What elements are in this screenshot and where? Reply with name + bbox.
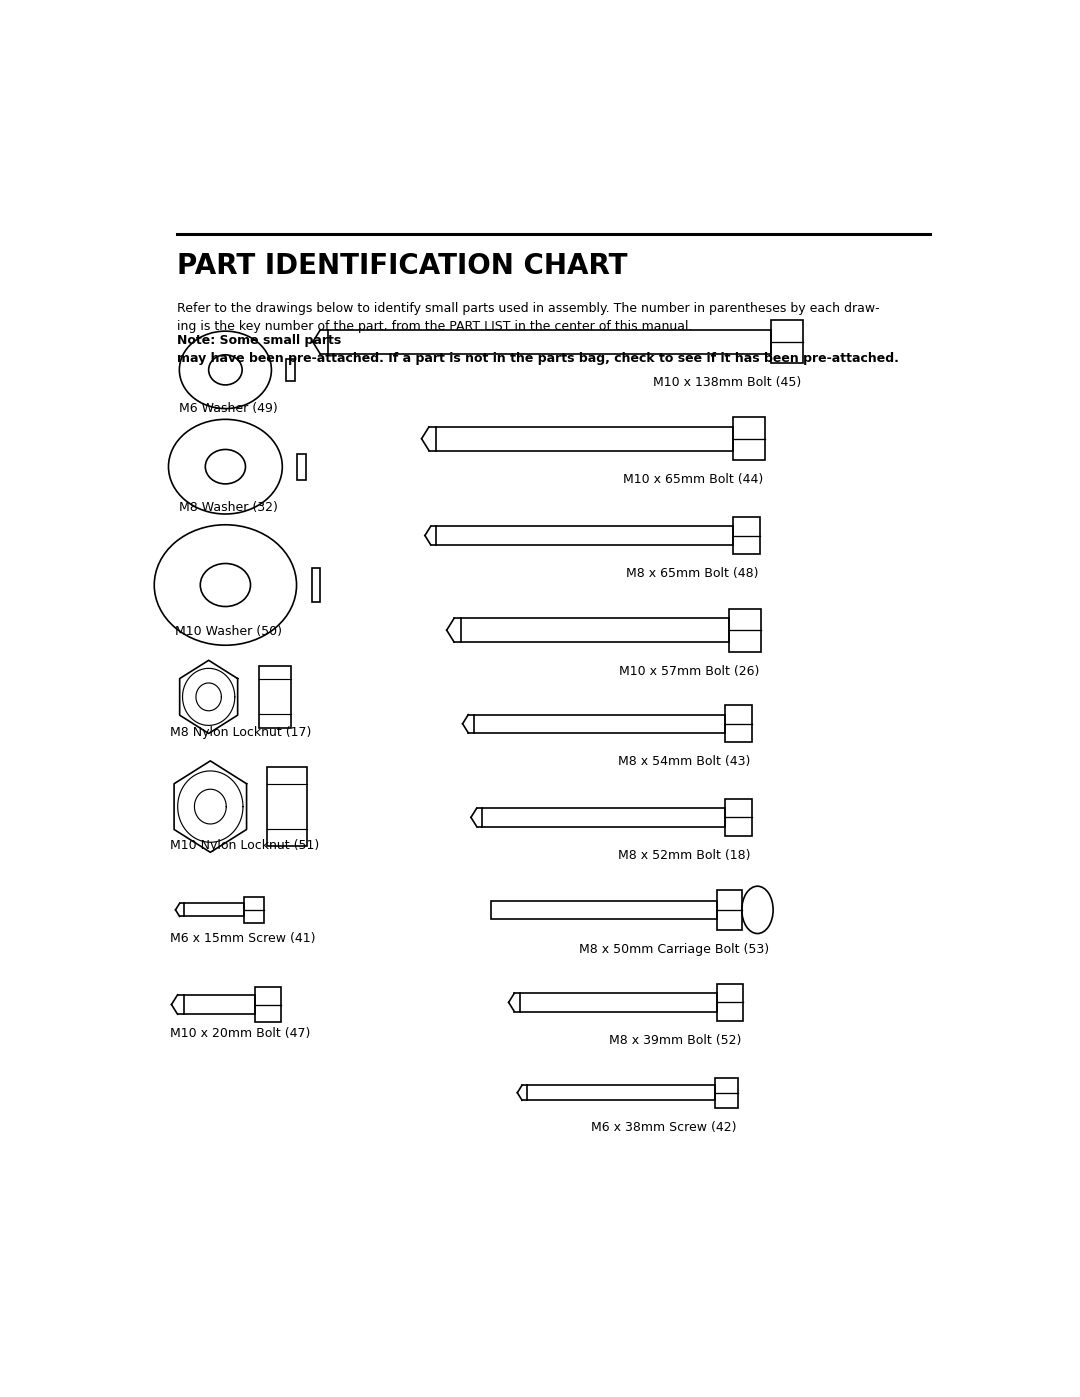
Bar — [527, 1085, 715, 1101]
Text: M8 Washer (32): M8 Washer (32) — [178, 502, 278, 514]
Bar — [521, 993, 717, 1011]
Text: PART IDENTIFICATION CHART: PART IDENTIFICATION CHART — [177, 251, 627, 279]
Text: M6 x 15mm Screw (41): M6 x 15mm Screw (41) — [171, 932, 315, 946]
Bar — [725, 799, 752, 835]
Text: M10 x 20mm Bolt (47): M10 x 20mm Bolt (47) — [171, 1027, 311, 1041]
Bar — [715, 1077, 739, 1108]
Bar — [327, 330, 771, 353]
Text: Note: Some small parts
may have been pre-attached. If a part is not in the parts: Note: Some small parts may have been pre… — [177, 334, 899, 366]
Text: Refer to the drawings below to identify small parts used in assembly. The number: Refer to the drawings below to identify … — [177, 302, 879, 332]
Text: M8 x 65mm Bolt (48): M8 x 65mm Bolt (48) — [626, 567, 758, 580]
Bar — [267, 767, 308, 847]
Bar — [733, 517, 760, 553]
Text: M8 x 54mm Bolt (43): M8 x 54mm Bolt (43) — [618, 754, 751, 768]
Bar — [297, 454, 306, 479]
Bar — [259, 666, 291, 728]
Bar — [244, 897, 264, 923]
Text: M6 Washer (49): M6 Washer (49) — [178, 402, 278, 415]
Text: M8 x 39mm Bolt (52): M8 x 39mm Bolt (52) — [609, 1034, 742, 1046]
Text: M10 x 65mm Bolt (44): M10 x 65mm Bolt (44) — [623, 474, 764, 486]
Text: M10 Nylon Locknut (51): M10 Nylon Locknut (51) — [171, 838, 320, 852]
Bar — [717, 983, 743, 1021]
Bar — [733, 418, 766, 460]
Bar — [184, 904, 244, 916]
Text: M8 x 50mm Carriage Bolt (53): M8 x 50mm Carriage Bolt (53) — [579, 943, 769, 956]
Bar — [461, 619, 729, 643]
Text: M8 Nylon Locknut (17): M8 Nylon Locknut (17) — [171, 726, 311, 739]
Bar — [255, 988, 282, 1021]
Text: M6 x 38mm Screw (42): M6 x 38mm Screw (42) — [592, 1120, 737, 1134]
Bar — [725, 705, 752, 742]
Text: M10 x 57mm Bolt (26): M10 x 57mm Bolt (26) — [619, 665, 759, 678]
Text: M10 x 138mm Bolt (45): M10 x 138mm Bolt (45) — [653, 376, 801, 390]
Text: M10 Washer (50): M10 Washer (50) — [175, 624, 282, 638]
Bar — [490, 901, 717, 919]
Bar — [717, 890, 742, 930]
Bar — [483, 809, 725, 827]
Bar — [286, 359, 295, 380]
Bar — [184, 995, 255, 1014]
Bar — [474, 715, 725, 733]
Bar — [729, 609, 761, 652]
Bar — [436, 427, 733, 451]
Text: M8 x 52mm Bolt (18): M8 x 52mm Bolt (18) — [618, 848, 751, 862]
Bar — [771, 320, 802, 363]
Bar — [312, 569, 320, 602]
Bar — [436, 527, 733, 545]
